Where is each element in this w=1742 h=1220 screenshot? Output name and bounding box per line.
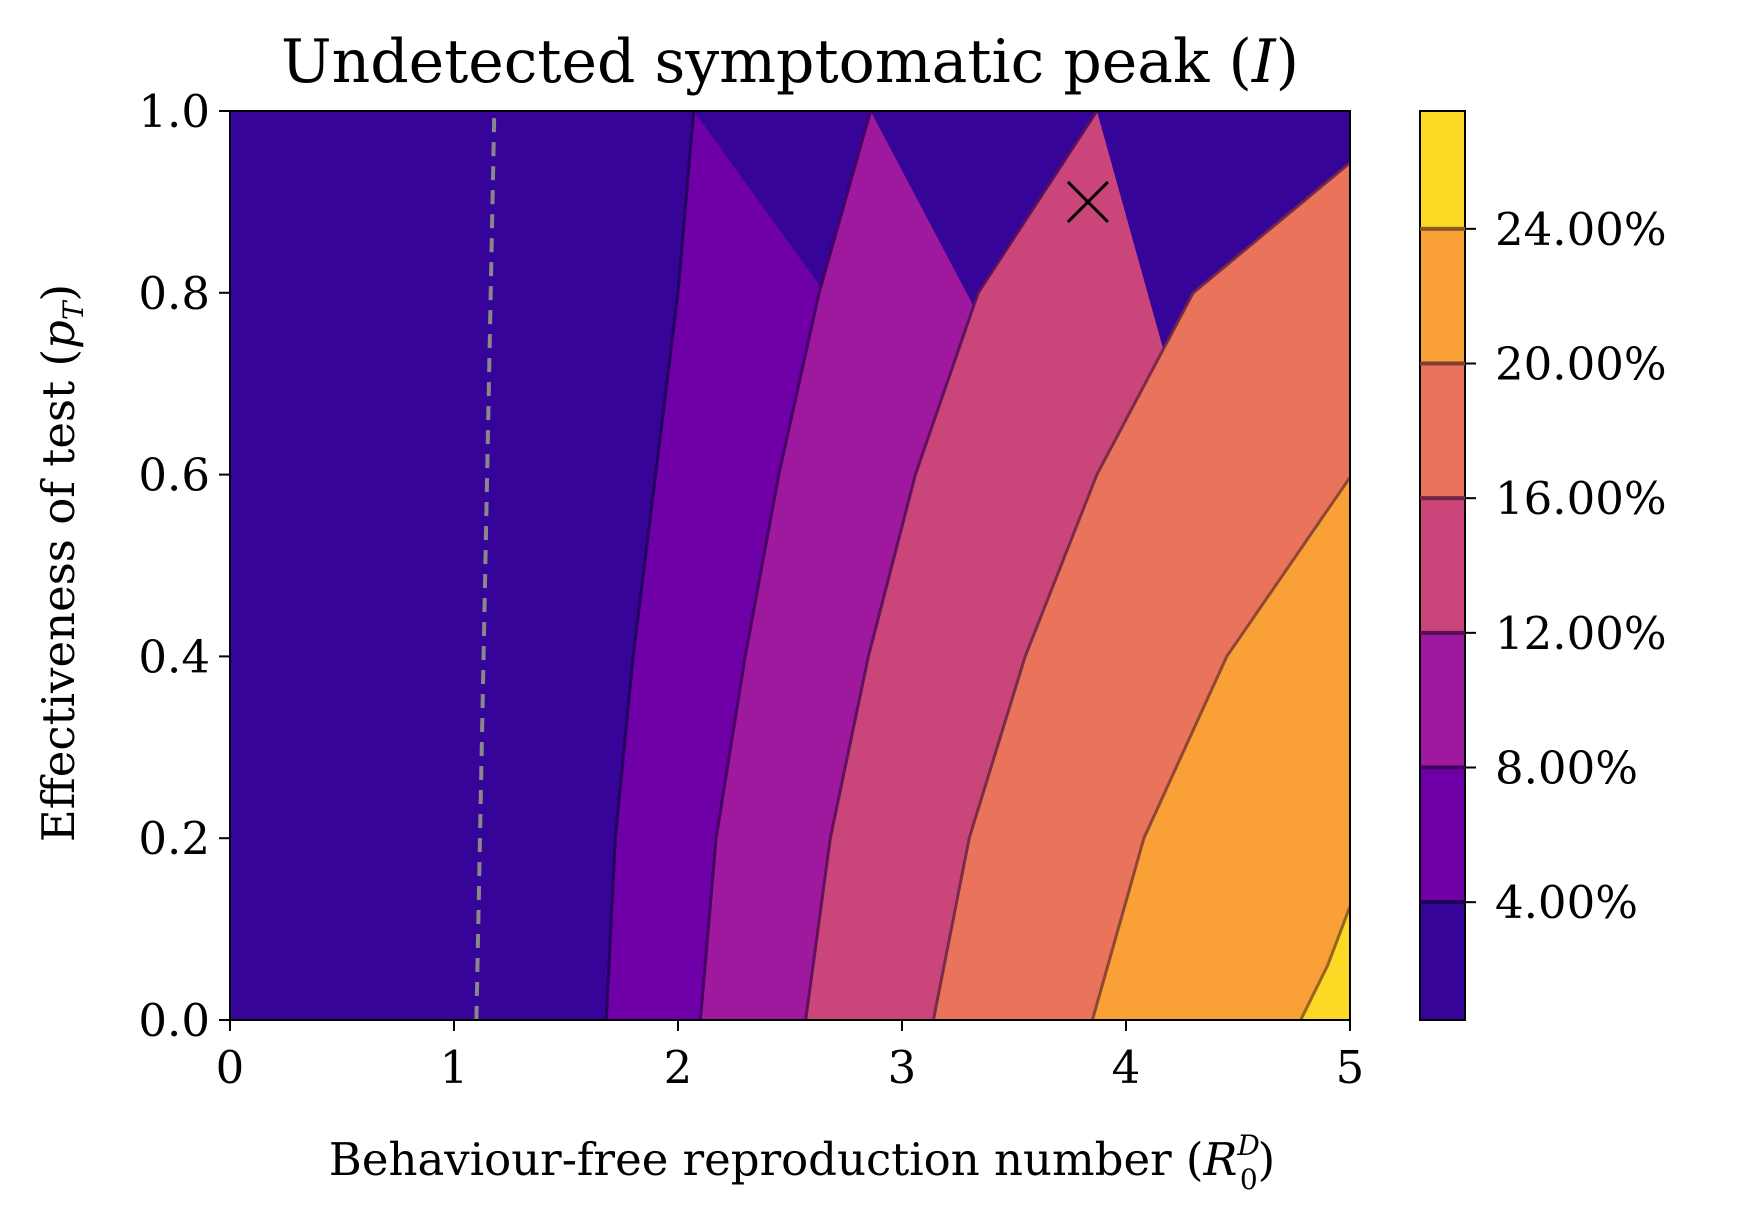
colorbar [1420, 111, 1465, 1020]
y-tick-label: 0.2 [138, 812, 210, 865]
x-tick-label: 2 [664, 1041, 693, 1094]
colorbar-tick-label: 8.00% [1495, 742, 1638, 795]
contour-line-20.00% [1090, 476, 1350, 1020]
y-tick-label: 0.4 [138, 630, 210, 683]
x-tick-label: 4 [1112, 1041, 1141, 1094]
contour-lines [604, 111, 1350, 1020]
chart-title-var: I [1251, 27, 1277, 97]
x-axis-label: Behaviour-free reproduction number (RD 0) [329, 1129, 1275, 1196]
x-tick-label: 1 [440, 1041, 469, 1094]
x-axis-label-prefix: Behaviour-free reproduction number ( [329, 1133, 1204, 1186]
colorbar-band-4 [1420, 363, 1465, 499]
colorbar-ticks: 4.00% 8.00% 12.00% 16.00% 20.00% 24.00% [1420, 203, 1667, 929]
y-axis-label-sub: T [57, 299, 90, 320]
contour-line-4.00% [604, 111, 696, 1020]
colorbar-band-3 [1420, 498, 1465, 633]
colorbar-tick-label: 20.00% [1495, 338, 1667, 391]
x-tick-label: 3 [888, 1041, 917, 1094]
x-axis-label-var: R [1202, 1133, 1237, 1186]
x-tick-label: 0 [216, 1041, 245, 1094]
x-tick-label: 5 [1336, 1041, 1365, 1094]
chart-title: Undetected symptomatic peak (I) [281, 27, 1299, 97]
x-axis-label-sup: D [1236, 1129, 1259, 1162]
marker-group [1066, 180, 1109, 223]
y-tick-label: 0.0 [138, 994, 210, 1047]
y-axis-ticks: 0.0 0.2 0.4 0.6 0.8 1.0 [138, 85, 230, 1047]
contour-band-5 [1092, 111, 1350, 1020]
colorbar-tick-label: 4.00% [1495, 876, 1638, 929]
x-axis-ticks: 0 1 2 3 4 5 [216, 1020, 1365, 1094]
y-tick-label: 1.0 [138, 85, 210, 138]
contour-band-6 [1300, 111, 1350, 1020]
y-axis-label-var: p [32, 320, 85, 349]
y-tick-label: 0.6 [138, 449, 210, 502]
chart-title-suffix: ) [1276, 27, 1299, 97]
contour-line-24.00% [1299, 905, 1350, 1020]
colorbar-band-5 [1420, 228, 1465, 364]
chart-title-prefix: Undetected symptomatic peak ( [281, 27, 1252, 97]
colorbar-band-2 [1420, 632, 1465, 768]
marker-x-stroke-b [1066, 180, 1109, 223]
y-axis-label-prefix: Effectiveness of test ( [32, 349, 85, 842]
y-axis-label: Effectiveness of test (pT) [32, 284, 90, 842]
colorbar-tick-label: 24.00% [1495, 203, 1667, 256]
x-axis-label-suffix: ) [1258, 1133, 1276, 1186]
colorbar-band-1 [1420, 767, 1465, 903]
threshold-line [474, 111, 497, 1020]
colorbar-band-0 [1420, 902, 1465, 1020]
threshold-line-group [474, 111, 497, 1020]
colorbar-tick-label: 16.00% [1495, 472, 1667, 525]
contour-line-8.00% [698, 111, 873, 1020]
colorbar-frame [1419, 110, 1466, 1021]
plot-frame [229, 110, 1351, 1021]
y-axis-label-suffix: ) [32, 284, 85, 302]
y-tick-label: 0.8 [138, 267, 210, 320]
contour-line-16.00% [931, 161, 1350, 1020]
colorbar-tick-label: 12.00% [1495, 607, 1667, 660]
colorbar-band-6 [1420, 111, 1465, 229]
contour-line-12.00% [804, 111, 1099, 1020]
contour-bands [230, 111, 1350, 1020]
x-axis-label-sub: 0 [1240, 1163, 1258, 1196]
